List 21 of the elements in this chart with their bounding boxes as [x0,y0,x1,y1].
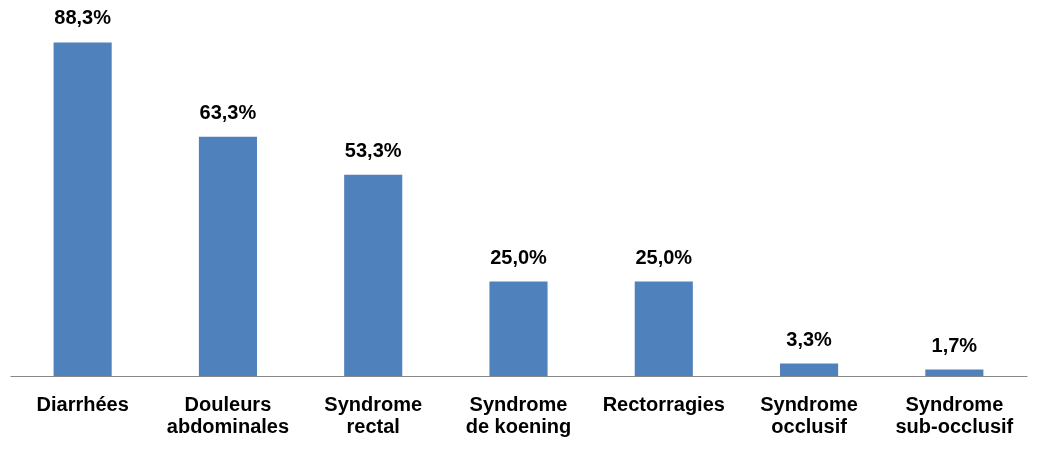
data-label: 25,0% [490,245,548,268]
x-tick-label: Douleurs abdominales [166,392,290,437]
data-label: 53,3% [344,138,402,161]
x-tick-label: Syndrome occlusif [760,392,858,437]
bar [198,136,257,376]
bar [780,363,839,376]
data-label: 3,3% [786,327,833,350]
x-tick-label: Diarrhées [36,392,129,415]
data-label: 63,3% [199,100,257,123]
bar [634,281,693,376]
bar [344,174,403,376]
bar [489,281,548,376]
x-tick-label: Syndrome rectal [324,392,423,437]
bar [53,42,112,376]
x-tick-label: Syndrome de koening [465,392,572,437]
data-label: 25,0% [635,245,693,268]
data-label: 88,3% [54,6,112,29]
x-tick-label: Rectorragies [602,392,725,415]
bar [925,369,984,376]
data-label: 1,7% [931,333,978,356]
x-tick-label: Syndrome sub-occlusif [895,392,1014,437]
